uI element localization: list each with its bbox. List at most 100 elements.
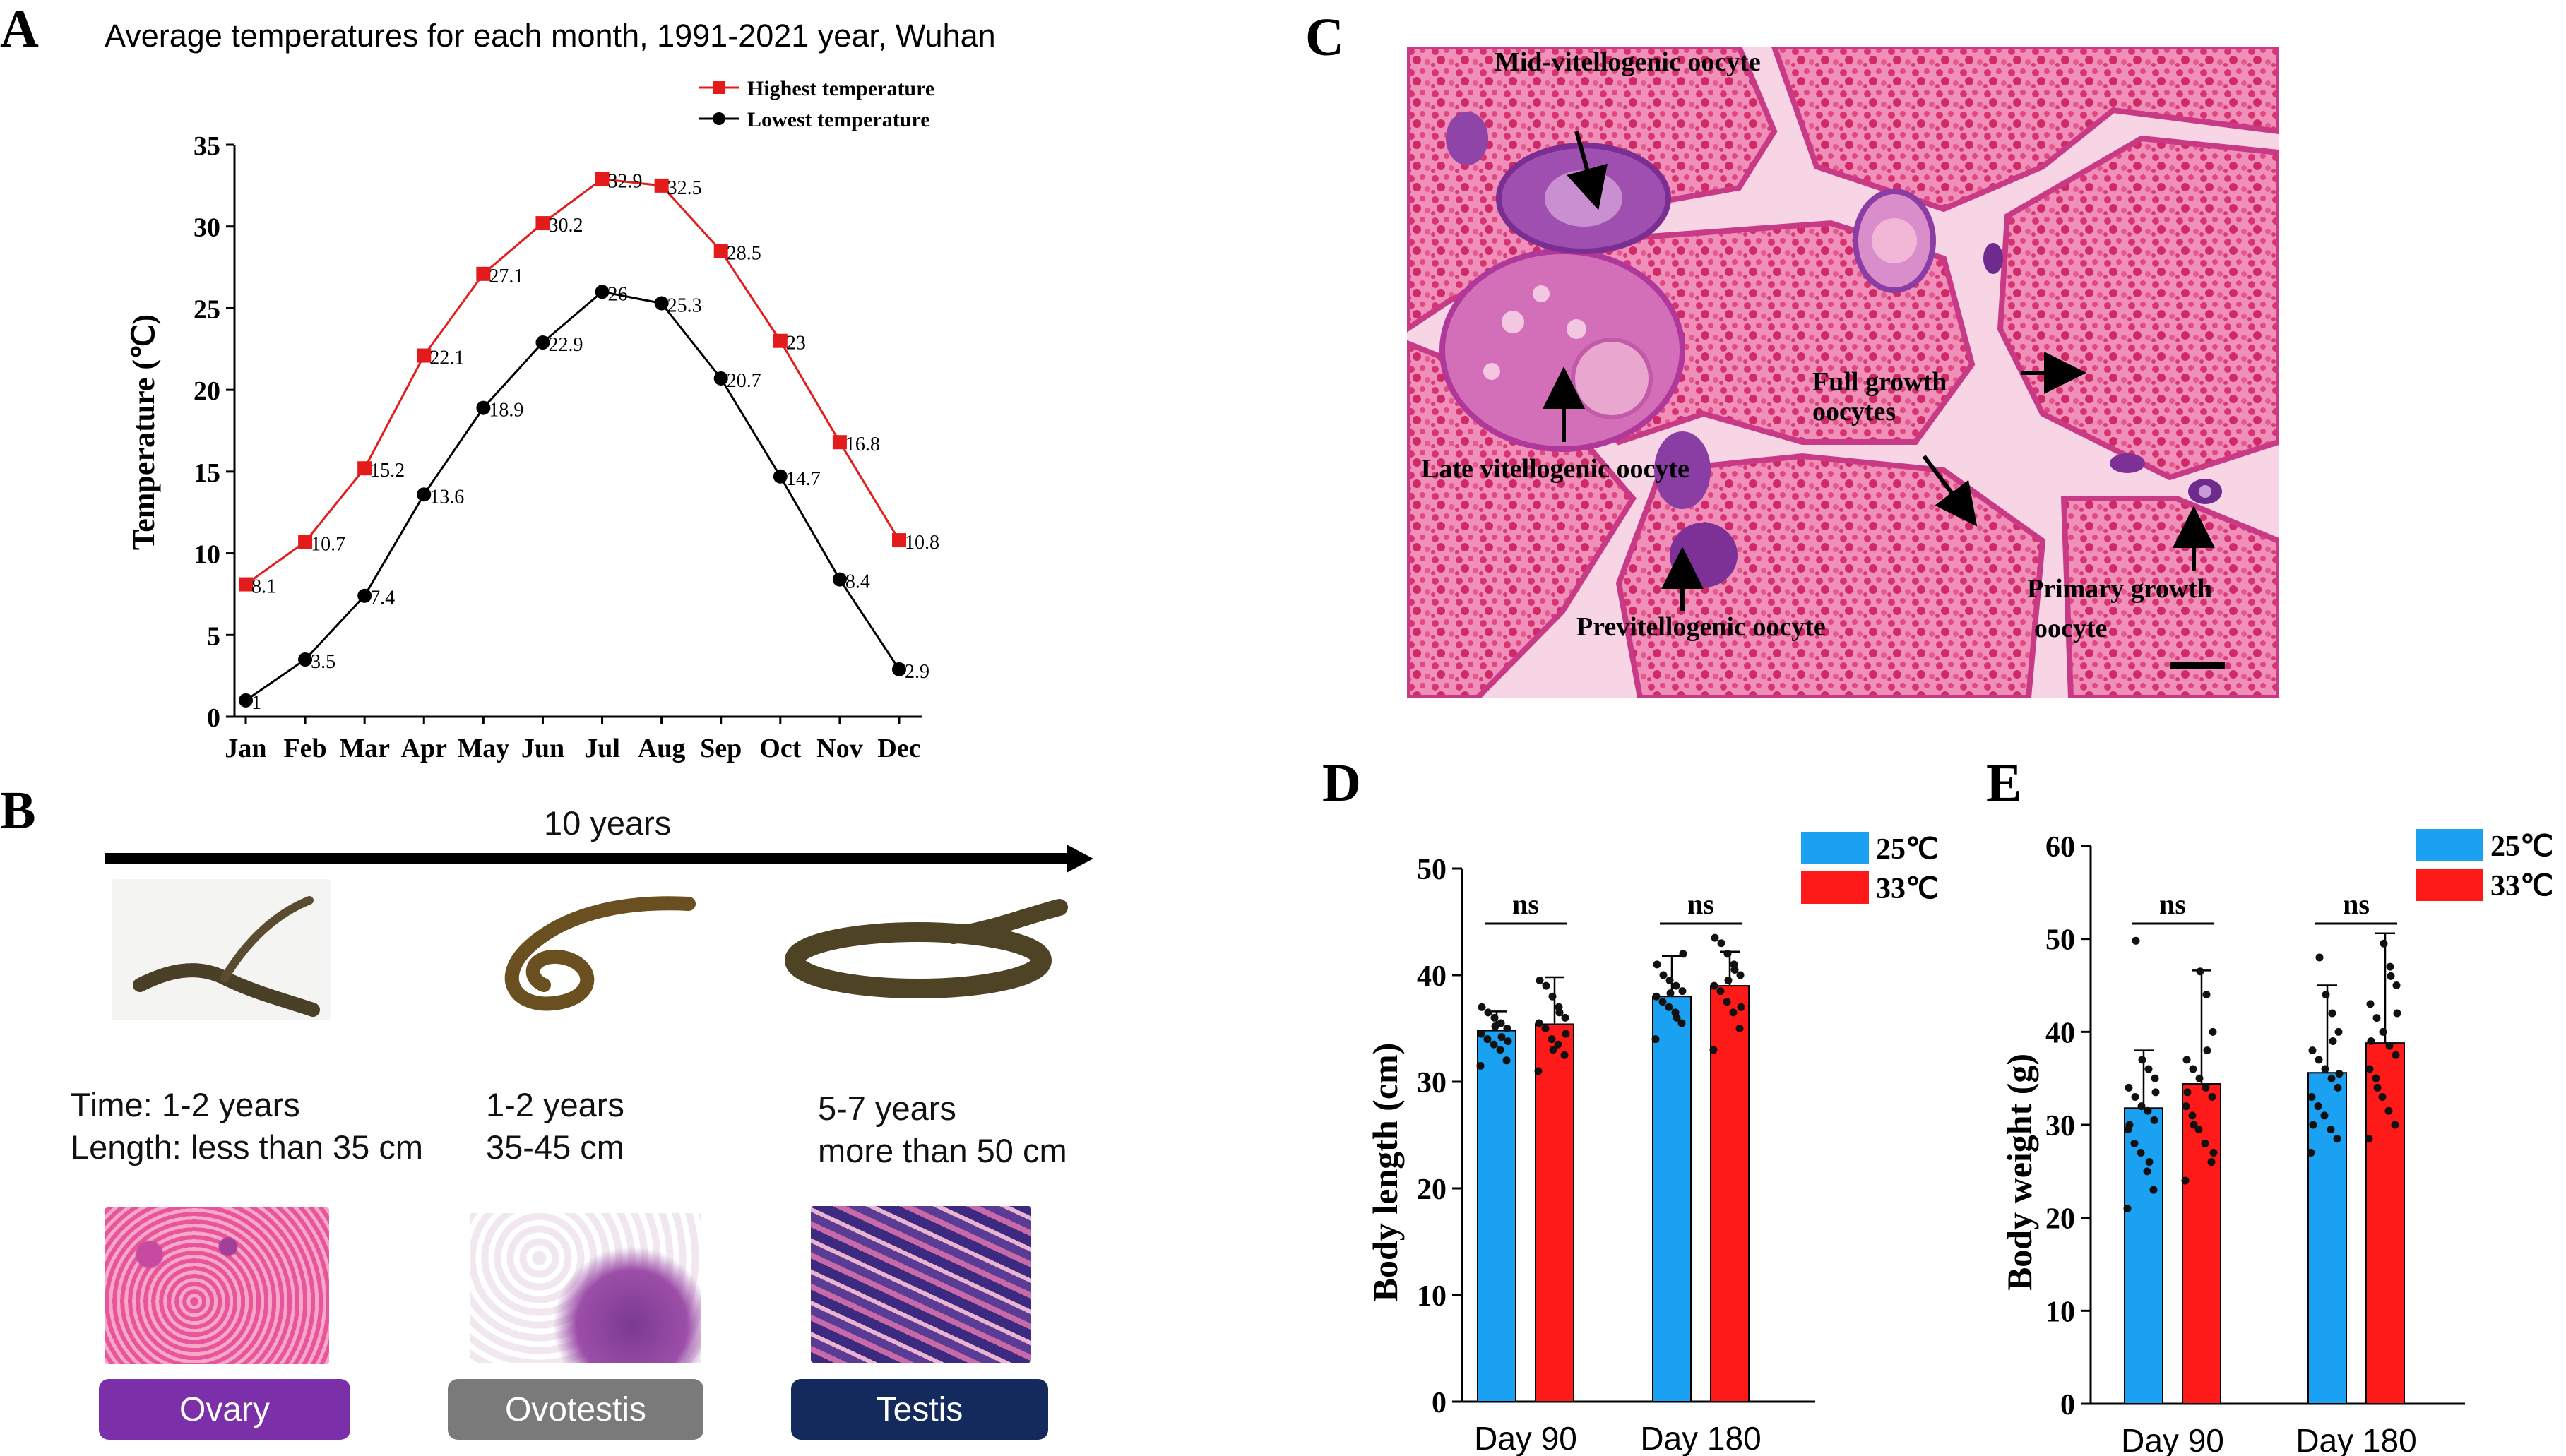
significance-label: ns <box>2343 888 2370 920</box>
chart-axes: 0 5 10 15 20 25 30 35 Jan Feb Mar Apr May Jun Jul Aug Se… <box>194 131 922 763</box>
data-point <box>2307 1149 2315 1157</box>
data-point <box>773 469 788 484</box>
data-point <box>2320 1111 2329 1120</box>
data-point <box>1477 1030 1485 1038</box>
x-tick-label: Day 90 <box>1474 1420 1577 1456</box>
data-point <box>2151 1074 2159 1082</box>
y-tick-label: 10 <box>194 540 220 570</box>
y-tick-label: 25 <box>194 294 220 324</box>
data-point <box>2335 1070 2344 1078</box>
data-point <box>2367 1037 2375 1045</box>
eel-photo-young <box>112 879 331 1020</box>
data-point <box>2182 1056 2191 1064</box>
data-point <box>1536 977 1544 985</box>
data-point <box>2144 1106 2152 1115</box>
data-point <box>1541 1025 1550 1032</box>
data-point <box>1736 971 1745 979</box>
y-tick-label: 60 <box>2045 831 2075 864</box>
y-tick-label: 30 <box>2045 1110 2075 1142</box>
data-point <box>2194 1126 2203 1134</box>
data-point <box>2143 1167 2151 1176</box>
data-point <box>2373 1083 2382 1092</box>
bar <box>2365 1042 2405 1404</box>
data-point <box>1562 1030 1570 1038</box>
data-point <box>1730 965 1739 974</box>
data-point <box>2378 1093 2387 1101</box>
data-point <box>1548 1035 1556 1044</box>
data-point <box>1535 1019 1543 1027</box>
data-point <box>1490 1013 1499 1022</box>
y-tick-label: 5 <box>207 621 220 651</box>
bar <box>2124 1107 2163 1404</box>
legend-swatch <box>2416 829 2483 861</box>
y-tick-label: 50 <box>1417 854 1447 886</box>
temperature-line-chart: Average temperatures for each month, 199… <box>105 18 996 763</box>
data-point <box>1478 1003 1486 1011</box>
data-label: 2.9 <box>905 661 929 683</box>
data-point <box>239 577 253 592</box>
stage2-length: 35-45 cm <box>486 1128 624 1166</box>
data-label: 8.1 <box>251 576 276 598</box>
data-point <box>2195 1074 2204 1082</box>
data-point <box>1665 1003 1673 1011</box>
panel-letter-b: B <box>0 781 36 840</box>
data-point <box>2181 1176 2190 1185</box>
x-tick-label: Mar <box>339 734 390 763</box>
testis-label-text: Testis <box>876 1390 963 1428</box>
data-point <box>1542 981 1550 990</box>
ovotestis-label-text: Ovotestis <box>504 1390 647 1428</box>
data-point <box>1534 1067 1543 1075</box>
series-line <box>245 290 901 702</box>
data-point <box>1711 933 1719 942</box>
data-point <box>2144 1065 2153 1073</box>
data-point <box>832 435 847 450</box>
data-point <box>832 572 847 587</box>
y-tick-label: 20 <box>2045 1203 2075 1236</box>
data-point <box>1729 1008 1738 1017</box>
data-point <box>2393 1009 2401 1018</box>
stage3-time: 5-7 years <box>818 1090 956 1127</box>
data-point <box>2209 1149 2218 1157</box>
data-point <box>1555 1008 1564 1017</box>
data-point <box>1483 1035 1492 1044</box>
data-point <box>1497 1033 1506 1042</box>
data-point <box>357 461 372 476</box>
eel-photo-intermediate <box>438 879 713 1020</box>
data-point <box>2137 1149 2145 1157</box>
data-point <box>417 487 432 502</box>
data-point <box>1717 939 1725 948</box>
legend-marker <box>713 112 725 125</box>
data-label: 26 <box>608 283 628 305</box>
chart-title: Average temperatures for each month, 199… <box>105 18 996 54</box>
data-label: 7.4 <box>370 587 395 609</box>
data-point <box>1658 998 1667 1006</box>
y-tick-label: 30 <box>194 213 220 243</box>
body-length-y-label: Body length (cm) <box>1365 1043 1405 1302</box>
micrograph-annotations <box>1543 131 2225 669</box>
stage3-description: 5-7 years more than 50 cm <box>818 1087 1067 1172</box>
legend-entry: 33℃ <box>1876 873 1939 905</box>
data-point <box>2384 1106 2393 1115</box>
x-tick-label: Aug <box>638 734 686 763</box>
data-point <box>2189 1065 2197 1073</box>
y-tick-label: 20 <box>194 376 220 406</box>
data-point <box>1737 1003 1745 1011</box>
body-length-bar-chart: 0 10 20 30 40 50 ns Day 90 ns Day 180 25℃ 33℃ Body … <box>1365 832 1939 1456</box>
x-tick-label: Sep <box>700 734 742 763</box>
data-point <box>2334 1027 2343 1036</box>
data-point <box>2333 1135 2341 1143</box>
legend-entry: 25℃ <box>1876 833 1939 866</box>
label-full-growth: Full growth oocytes <box>1812 367 1947 426</box>
data-point <box>1673 1013 1681 1022</box>
stage2-time: 1-2 years <box>486 1086 624 1123</box>
chart-legend: Highest temperature Lowest temperature <box>699 77 934 131</box>
data-label: 23 <box>786 333 806 354</box>
data-point <box>2372 1014 2381 1022</box>
data-point <box>1665 977 1674 985</box>
bar <box>1477 1030 1516 1402</box>
y-axis-label: Temperature (℃) <box>126 314 161 550</box>
data-point <box>417 348 432 363</box>
label-primary-growth-line2: oocyte <box>2034 614 2108 643</box>
data-point <box>2207 1158 2216 1166</box>
y-tick-label: 40 <box>2045 1017 2075 1049</box>
